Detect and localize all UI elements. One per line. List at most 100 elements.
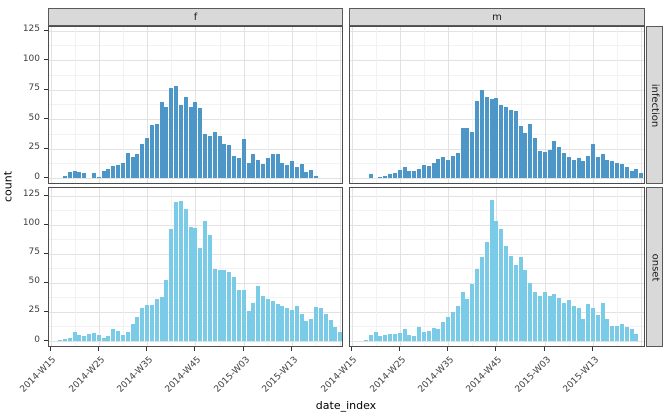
y-tick-mark	[44, 223, 48, 225]
bar-f-infection-week-42	[178, 104, 183, 178]
y-tick-mark	[44, 340, 48, 341]
gridline-major-x	[340, 27, 342, 183]
bar-m-infection-week-64	[586, 155, 591, 178]
x-tick-mark	[592, 347, 593, 351]
gridline-minor-x	[472, 27, 474, 183]
bar-f-infection-week-50	[217, 135, 222, 178]
bar-m-infection-week-42	[479, 89, 484, 178]
bar-f-onset-week-52	[227, 272, 232, 341]
gridline-minor-x	[316, 188, 318, 346]
x-tick-label: 2014-W35	[115, 355, 156, 395]
bar-f-onset-week-32	[130, 323, 135, 341]
gridline-major-x	[292, 188, 293, 346]
bar-m-infection-week-60	[566, 156, 571, 178]
bar-m-infection-week-46	[499, 104, 504, 178]
bar-m-infection-week-36	[450, 155, 455, 178]
facet-strip-infection-label: infection	[649, 83, 661, 127]
gridline-minor-x	[122, 188, 124, 346]
facet-strip-f: f	[48, 8, 343, 26]
bar-m-onset-week-33	[436, 329, 441, 341]
bar-m-infection-week-70	[615, 162, 620, 178]
bar-f-onset-week-17	[58, 339, 63, 341]
x-tick-label: 2014-W25	[368, 355, 408, 395]
x-tick-label: 2015-W03	[513, 355, 553, 395]
facet-strip-onset: onset	[646, 187, 663, 347]
bar-f-onset-week-49	[212, 268, 217, 341]
y-tick-mark	[44, 194, 48, 196]
bar-f-infection-week-64	[285, 165, 290, 178]
bar-m-onset-week-69	[610, 325, 615, 341]
bar-m-onset-week-68	[605, 318, 610, 341]
bar-m-onset-week-24	[392, 334, 397, 341]
gridline-minor-x	[375, 188, 377, 346]
gridline-minor-x	[520, 27, 522, 183]
bar-f-infection-week-31	[125, 153, 130, 178]
bar-f-infection-week-39	[164, 107, 169, 178]
bar-f-infection-week-63	[280, 162, 285, 178]
bar-m-onset-week-65	[591, 308, 595, 341]
bar-f-onset-week-22	[82, 336, 87, 341]
gridline-major-x	[351, 188, 353, 346]
facet-strip-m: m	[349, 8, 645, 26]
bar-f-infection-week-56	[246, 162, 251, 178]
y-tick-mark	[44, 29, 48, 31]
bar-f-infection-week-66	[294, 167, 299, 178]
bar-f-infection-week-68	[304, 172, 309, 178]
bar-m-onset-week-36	[450, 311, 455, 341]
bar-m-infection-week-21	[378, 176, 383, 178]
bar-m-onset-week-49	[513, 265, 518, 341]
bar-m-infection-week-35	[446, 160, 451, 178]
bar-m-infection-week-67	[600, 154, 605, 178]
bar-f-infection-week-47	[203, 134, 208, 178]
bar-f-onset-week-75	[338, 331, 342, 341]
bar-f-infection-week-57	[251, 154, 256, 178]
bar-f-onset-week-65	[290, 309, 294, 341]
bar-m-onset-week-71	[619, 323, 624, 341]
bar-m-infection-week-28	[412, 170, 417, 178]
gridline-minor-x	[219, 27, 221, 183]
bar-m-onset-week-54	[537, 295, 542, 341]
bar-m-onset-week-58	[557, 297, 562, 341]
bar-m-onset-week-50	[518, 257, 523, 341]
bar-f-infection-week-69	[309, 169, 314, 178]
bar-f-infection-week-32	[130, 156, 135, 178]
x-tick-mark	[543, 347, 545, 351]
y-tick-label: 100	[22, 53, 40, 64]
bar-f-onset-week-28	[111, 329, 116, 341]
bar-m-onset-week-52	[528, 282, 533, 341]
bar-m-infection-week-22	[383, 175, 388, 178]
bar-m-onset-week-25	[397, 332, 402, 341]
bar-m-onset-week-23	[388, 334, 393, 341]
facet-strip-m-label: m	[492, 11, 502, 23]
bar-m-infection-week-63	[581, 161, 586, 178]
x-tick-mark	[242, 347, 244, 351]
bar-f-infection-week-43	[183, 96, 188, 178]
gridline-minor-x	[122, 27, 124, 183]
bar-m-onset-week-64	[586, 303, 591, 341]
facet-strip-onset-label: onset	[649, 253, 660, 281]
bar-m-infection-week-59	[562, 153, 567, 178]
bar-f-onset-week-39	[164, 280, 169, 341]
bar-f-onset-week-60	[265, 299, 270, 341]
gridline-minor-x	[375, 27, 377, 183]
x-tick-mark	[495, 347, 497, 351]
gridline-minor-x	[617, 27, 619, 183]
gridline-major-x	[243, 188, 245, 346]
x-tick-label: 2014-W45	[163, 355, 204, 395]
bar-m-infection-week-54	[537, 150, 542, 178]
bar-m-onset-week-31	[426, 330, 431, 341]
x-tick-mark	[97, 347, 99, 351]
bar-f-onset-week-38	[159, 296, 164, 341]
bar-f-onset-week-19	[67, 337, 72, 341]
bar-f-onset-week-20	[72, 331, 77, 341]
bar-m-infection-week-23	[388, 174, 393, 178]
y-tick-mark	[44, 310, 48, 312]
x-tick-mark	[350, 347, 352, 351]
y-tick-label: 50	[28, 112, 40, 123]
bar-m-infection-week-40	[470, 131, 475, 178]
bar-f-onset-week-47	[203, 221, 208, 341]
gridline-major-x	[340, 188, 342, 346]
gridline-minor-x	[267, 27, 269, 183]
bar-f-onset-week-54	[236, 289, 241, 341]
bar-f-onset-week-24	[91, 332, 96, 341]
